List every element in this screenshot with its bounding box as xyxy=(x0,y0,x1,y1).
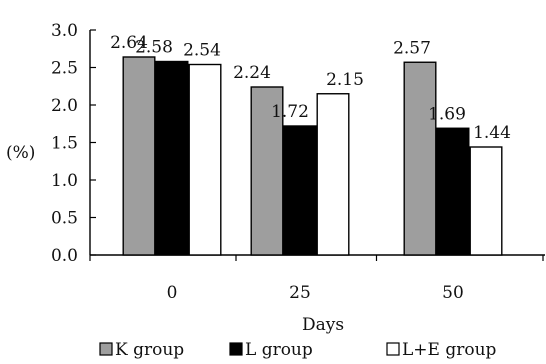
y-tick-label: 0.5 xyxy=(51,209,78,229)
data-label: 2.54 xyxy=(183,41,221,61)
data-label: 2.58 xyxy=(135,38,173,58)
bar-k-group-0 xyxy=(122,56,156,256)
chart-legend: K group L group L+E group xyxy=(99,340,497,360)
x-tick-label: 50 xyxy=(442,283,464,303)
x-tick-label: 25 xyxy=(289,283,311,303)
bar-l-group-0 xyxy=(155,60,189,256)
legend-item: L+E group xyxy=(386,340,497,360)
legend-label: K group xyxy=(115,340,184,360)
data-label: 1.44 xyxy=(473,123,511,143)
legend-swatch xyxy=(229,342,243,356)
y-tick-label: 3.0 xyxy=(51,21,78,41)
chart-data-labels: 2.64 2.24 2.57 2.58 1.72 1.69 2.54 2.15 1.44 xyxy=(110,33,511,143)
y-axis-label: (%) xyxy=(6,143,35,163)
data-label: 1.69 xyxy=(428,104,466,124)
legend-swatch xyxy=(99,342,113,356)
y-tick-label: 0.0 xyxy=(51,246,78,266)
bar-l-e-group-25 xyxy=(316,93,350,256)
data-label: 2.24 xyxy=(233,63,271,83)
bar-k-group-50 xyxy=(403,61,437,256)
y-tick-label: 2.0 xyxy=(51,96,78,116)
y-tick-label: 1.5 xyxy=(51,134,78,154)
legend-label: L+E group xyxy=(402,340,497,360)
x-axis-label: Days xyxy=(302,315,344,335)
data-label: 2.57 xyxy=(393,38,431,58)
data-label: 2.15 xyxy=(326,70,364,90)
bar-l-e-group-50 xyxy=(469,146,503,256)
legend-label: L group xyxy=(245,340,313,360)
data-label: 2.64 xyxy=(110,33,148,53)
y-tick-label: 1.0 xyxy=(51,171,78,191)
x-tick-label: 0 xyxy=(167,283,178,303)
legend-item: L group xyxy=(229,340,313,360)
data-label: 1.72 xyxy=(271,102,309,122)
chart-bars xyxy=(122,56,503,256)
legend-swatch xyxy=(386,342,400,356)
bar-k-group-25 xyxy=(250,86,284,256)
bar-l-group-50 xyxy=(436,127,470,256)
y-tick-label: 2.5 xyxy=(51,59,78,79)
bar-l-group-25 xyxy=(283,125,317,256)
legend-item: K group xyxy=(99,340,184,360)
bar-l-e-group-0 xyxy=(188,63,222,256)
